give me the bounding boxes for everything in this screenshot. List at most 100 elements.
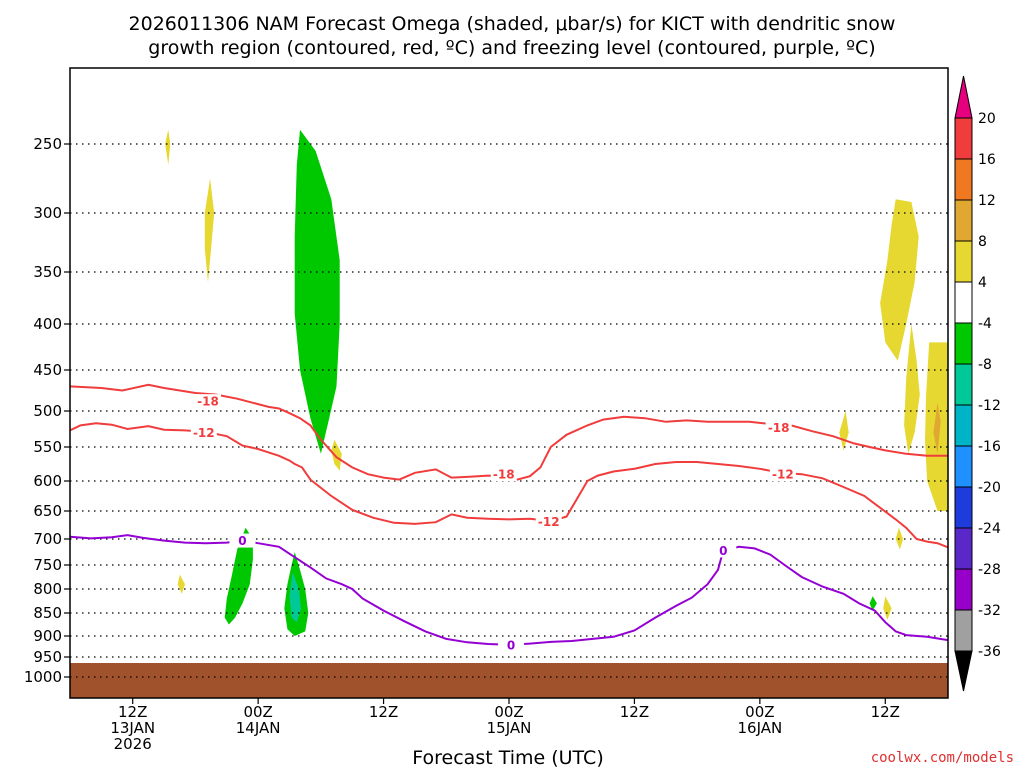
contour-label--18: -18 [768,421,790,435]
colorbar-label: 4 [978,275,987,291]
omega-region-0 [294,129,340,454]
omega-region-4 [869,596,877,611]
colorbar-swatch [954,445,973,488]
contour-label-bg [769,467,796,482]
contour-label-bg [498,637,525,652]
colorbar-swatch [954,486,973,529]
x-tick-label: 16JAN [737,719,782,737]
x-tick-label: 13JAN [110,719,155,737]
contour-label--12: -12 [772,468,794,482]
y-tick-label: 400 [33,315,62,333]
plot-inner: -18 -18 -18 -12 -12 -12 0 0 0 [70,129,948,698]
omega-region-8 [331,439,342,471]
colorbar-label: -28 [978,562,1001,578]
colorbar-label: -36 [978,644,1001,660]
contour-label-bg [229,533,256,548]
contour-label-bg [710,543,737,558]
colorbar: 20 16 12 8 4 -4 -8 -12 -16 -20 -24 -28 -32 -36 [954,75,1001,692]
colorbar-label: -16 [978,439,1001,455]
colorbar-label: 12 [978,193,996,209]
colorbar-swatch [954,117,973,160]
colorbar-swatch [954,404,973,447]
colorbar-swatch [954,527,973,570]
x-tick-label: 15JAN [487,719,532,737]
y-tick-label: 950 [33,648,62,666]
contour-label-bg [490,467,517,482]
y-tick-label: 1000 [24,668,62,686]
x-tick-label: 00Z [745,703,774,721]
colorbar-swatch [954,568,973,611]
colorbar-label: 16 [978,152,996,168]
contour-label-0: 0 [238,534,246,548]
contour-label-bg [194,394,221,409]
y-tick-label: 800 [33,580,62,598]
contour-label--12: -12 [538,515,560,529]
colorbar-swatch [954,363,973,406]
contour-label-bg [765,420,792,435]
contour-label-0: 0 [507,638,515,652]
colorbar-top-arrow [954,75,973,119]
plot-frame [69,67,949,699]
omega-region-6 [165,129,171,165]
x-tick-label: 00Z [243,703,272,721]
colorbar-label: -8 [978,357,992,373]
x-tick-label: 00Z [494,703,523,721]
contour-label--12: -12 [193,426,215,440]
contour-label-0: 0 [719,544,727,558]
omega-region-10 [883,596,892,620]
colorbar-swatch [954,609,973,652]
contour-label--18: -18 [493,468,515,482]
contour-label-bg [190,425,217,440]
colorbar-swatch [954,322,973,365]
y-tick-label: 900 [33,627,62,645]
colorbar-label: -4 [978,316,992,332]
colorbar-swatch [954,281,973,324]
chart-title-line1: 2026011306 NAM Forecast Omega (shaded, μ… [129,13,896,35]
colorbar-label: 8 [978,234,987,250]
omega-region-12 [880,199,919,361]
y-tick-label: 450 [33,361,62,379]
x-tick-label: 2026 [114,735,152,753]
y-tick-label: 850 [33,604,62,622]
ground-surface [70,663,948,698]
y-tick-label: 250 [33,135,62,153]
y-tick-label: 600 [33,472,62,490]
x-tick-label: 14JAN [236,719,281,737]
colorbar-label: -32 [978,603,1001,619]
x-tick-label: 12Z [871,703,900,721]
omega-region-7 [177,574,185,594]
omega-region-13 [904,324,920,454]
y-tick-label: 750 [33,556,62,574]
colorbar-swatch [954,158,973,201]
y-tick-label: 700 [33,530,62,548]
colorbar-swatch [954,240,973,283]
y-tick-label: 550 [33,438,62,456]
x-tick-label: 12Z [118,703,147,721]
colorbar-label: -24 [978,521,1001,537]
colorbar-label: -20 [978,480,1001,496]
plot-area: -18 -18 -18 -12 -12 -12 0 0 0 250 300 350 400 450 500 5… [24,67,949,753]
y-tick-label: 500 [33,402,62,420]
contour-label-bg [535,514,562,529]
omega-region-1 [224,527,253,625]
x-tick-label: 12Z [369,703,398,721]
credit-text: coolwx.com/models [871,750,1014,766]
contour-0 [70,534,948,646]
contour--12 [70,422,948,549]
x-axis-label: Forecast Time (UTC) [412,747,603,768]
y-tick-label: 650 [33,502,62,520]
colorbar-bottom-arrow [954,650,973,692]
colorbar-label: -12 [978,398,1001,414]
omega-region-15 [933,402,941,454]
chart-title-line2: growth region (contoured, red, ºC) and f… [148,37,875,59]
omega-region-3 [289,572,301,623]
y-tick-label: 350 [33,263,62,281]
omega-region-9 [839,411,849,451]
x-tick-label: 12Z [620,703,649,721]
colorbar-label: 20 [978,111,996,127]
y-tick-label: 300 [33,204,62,222]
colorbar-swatch [954,199,973,242]
omega-region-5 [204,178,215,283]
contour-label--18: -18 [197,395,219,409]
